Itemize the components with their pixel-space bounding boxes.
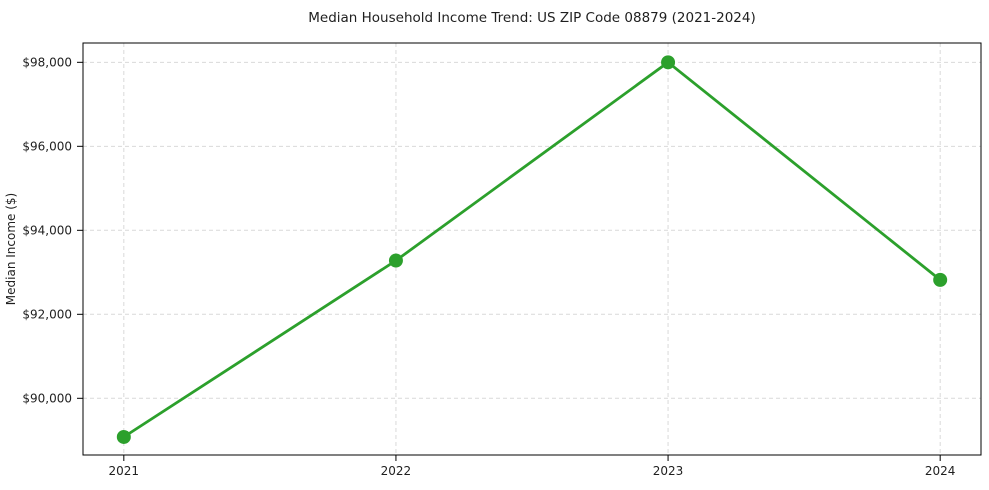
plot-border [82,42,982,456]
y-tick-label: $98,000 [22,55,72,69]
tick-labels: $90,000 $92,000 $94,000 $96,000 $98,000 2021 2… [22,55,955,478]
y-tick-label: $90,000 [22,391,72,405]
x-tick-label: 2023 [653,464,684,478]
y-tick-label: $94,000 [22,223,72,237]
data-point-2021 [116,429,131,444]
data-point-2024 [933,272,948,287]
income-trend-line [122,60,942,439]
chart-title: Median Household Income Trend: US ZIP Co… [308,10,756,26]
axis-ticks [77,61,941,461]
y-tick-label: $92,000 [22,307,72,321]
x-tick-label: 2022 [381,464,412,478]
y-axis-label: Median Income ($) [4,193,18,305]
gridlines [83,43,981,455]
x-tick-label: 2024 [925,464,956,478]
y-tick-label: $96,000 [22,139,72,153]
data-point-2022 [388,253,403,268]
x-tick-label: 2021 [109,464,140,478]
data-point-2023 [661,55,676,70]
data-points [116,55,948,444]
